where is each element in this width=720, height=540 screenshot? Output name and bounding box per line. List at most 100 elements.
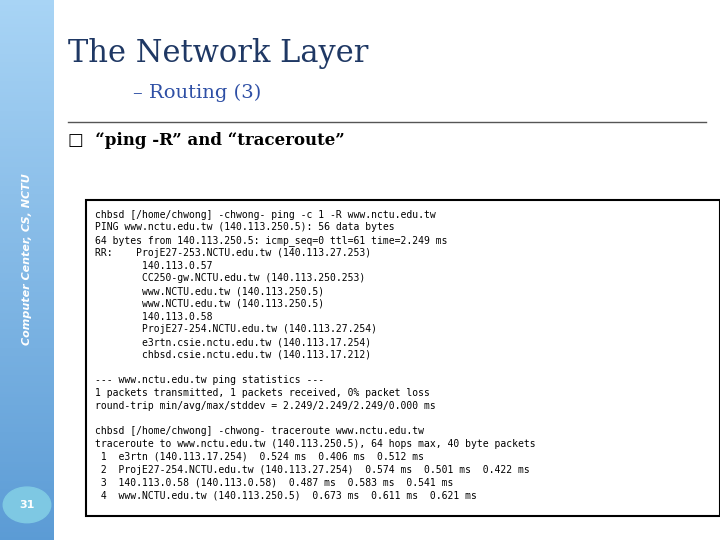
Bar [0,27,54,30]
Bar [0,324,54,327]
Text: www.NCTU.edu.tw (140.113.250.5): www.NCTU.edu.tw (140.113.250.5) [95,286,324,296]
Bar [0,132,54,135]
Bar [0,30,54,32]
Bar [0,421,54,424]
Bar [0,329,54,332]
Bar [0,0,54,3]
Bar [0,408,54,410]
Bar [0,451,54,454]
Bar [0,491,54,494]
Bar [0,537,54,540]
Bar [0,289,54,292]
Bar [0,138,54,140]
Bar [0,316,54,319]
Bar [0,367,54,370]
Circle shape [3,487,50,523]
Bar [0,124,54,127]
Bar [0,416,54,418]
Bar [0,321,54,324]
Bar [0,310,54,313]
Bar [0,267,54,270]
Bar [0,308,54,310]
Bar [0,500,54,502]
Bar [0,275,54,278]
Bar [0,273,54,275]
Bar [0,356,54,359]
Bar [0,305,54,308]
Bar [0,113,54,116]
Bar [0,16,54,19]
Bar [0,97,54,100]
Text: 140.113.0.58: 140.113.0.58 [95,312,212,321]
Text: PING www.nctu.edu.tw (140.113.250.5): 56 data bytes: PING www.nctu.edu.tw (140.113.250.5): 56… [95,222,395,232]
Bar [0,189,54,192]
Bar [0,119,54,122]
Bar [0,470,54,472]
Bar [0,186,54,189]
Bar [0,46,54,49]
Bar [0,278,54,281]
Text: 1 packets transmitted, 1 packets received, 0% packet loss: 1 packets transmitted, 1 packets receive… [95,388,430,398]
Bar [0,348,54,351]
Bar [0,410,54,413]
Bar [0,373,54,375]
Bar [0,513,54,516]
Bar [0,516,54,518]
Bar [0,440,54,443]
Text: 140.113.0.57: 140.113.0.57 [95,260,212,271]
Bar [0,467,54,470]
Text: RR:    ProjE27-253.NCTU.edu.tw (140.113.27.253): RR: ProjE27-253.NCTU.edu.tw (140.113.27.… [95,248,372,258]
Bar [0,338,54,340]
Bar [0,73,54,76]
Bar [0,297,54,300]
Bar [0,22,54,24]
Bar [0,364,54,367]
Bar [0,89,54,92]
Bar [0,483,54,486]
Bar [0,383,54,386]
Bar [0,262,54,265]
Bar [0,165,54,167]
Text: chbsd.csie.nctu.edu.tw (140.113.17.212): chbsd.csie.nctu.edu.tw (140.113.17.212) [95,350,372,360]
Bar [0,526,54,529]
Bar [0,40,54,43]
Bar [0,248,54,251]
Bar [0,459,54,462]
Bar [0,224,54,227]
Bar [0,84,54,86]
Text: round-trip min/avg/max/stddev = 2.249/2.249/2.249/0.000 ms: round-trip min/avg/max/stddev = 2.249/2.… [95,401,436,411]
Bar [0,435,54,437]
Bar [0,230,54,232]
Text: 31: 31 [19,500,35,510]
Bar [0,370,54,373]
Bar [0,362,54,364]
Bar [0,343,54,346]
Bar [0,176,54,178]
Bar [0,475,54,478]
Bar [0,130,54,132]
Bar [0,424,54,427]
Bar [0,197,54,200]
Bar [0,351,54,354]
Bar [0,32,54,35]
Bar [0,394,54,397]
Bar [0,78,54,81]
Bar [0,335,54,338]
Bar [0,535,54,537]
Bar [0,284,54,286]
Text: ProjE27-254.NCTU.edu.tw (140.113.27.254): ProjE27-254.NCTU.edu.tw (140.113.27.254) [95,325,377,334]
FancyBboxPatch shape [86,200,720,516]
Bar [0,375,54,378]
Bar [0,194,54,197]
Text: chbsd [/home/chwong] -chwong- ping -c 1 -R www.nctu.edu.tw: chbsd [/home/chwong] -chwong- ping -c 1 … [95,210,436,220]
Bar [0,5,54,8]
Bar [0,205,54,208]
Bar [0,200,54,202]
Bar [0,292,54,294]
Bar [0,418,54,421]
Bar [0,481,54,483]
Bar [0,259,54,262]
Bar [0,86,54,89]
Bar [0,227,54,229]
Bar [0,478,54,481]
